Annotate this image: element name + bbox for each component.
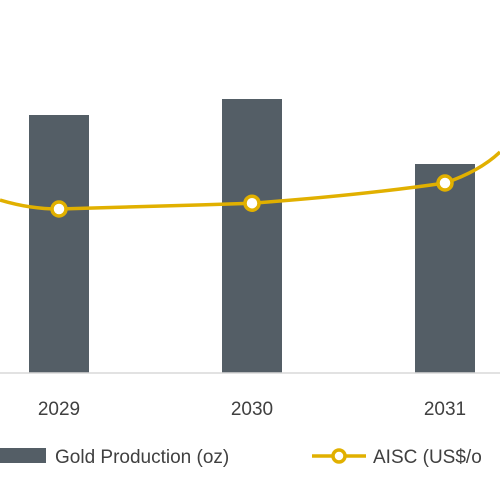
legend: Gold Production (oz) AISC (US$/o bbox=[0, 447, 482, 468]
x-tick-2029: 2029 bbox=[38, 399, 80, 420]
legend-swatch-gold-production bbox=[0, 448, 46, 463]
x-tick-2030: 2030 bbox=[231, 399, 273, 420]
legend-swatch-aisc-marker bbox=[331, 448, 347, 464]
bar-2030 bbox=[222, 99, 282, 373]
x-tick-2031: 2031 bbox=[424, 399, 466, 420]
x-tick-labels: 2029 2030 2031 bbox=[38, 399, 466, 420]
legend-label-aisc: AISC (US$/o bbox=[373, 447, 482, 468]
bars-layer bbox=[29, 99, 475, 373]
legend-label-gold-production: Gold Production (oz) bbox=[55, 447, 229, 468]
bar-2031 bbox=[415, 164, 475, 373]
bar-2029 bbox=[29, 115, 89, 373]
aisc-marker-2030 bbox=[243, 194, 261, 212]
aisc-marker-2029 bbox=[50, 200, 68, 218]
aisc-marker-2031 bbox=[436, 174, 454, 192]
line-layer bbox=[0, 150, 500, 218]
